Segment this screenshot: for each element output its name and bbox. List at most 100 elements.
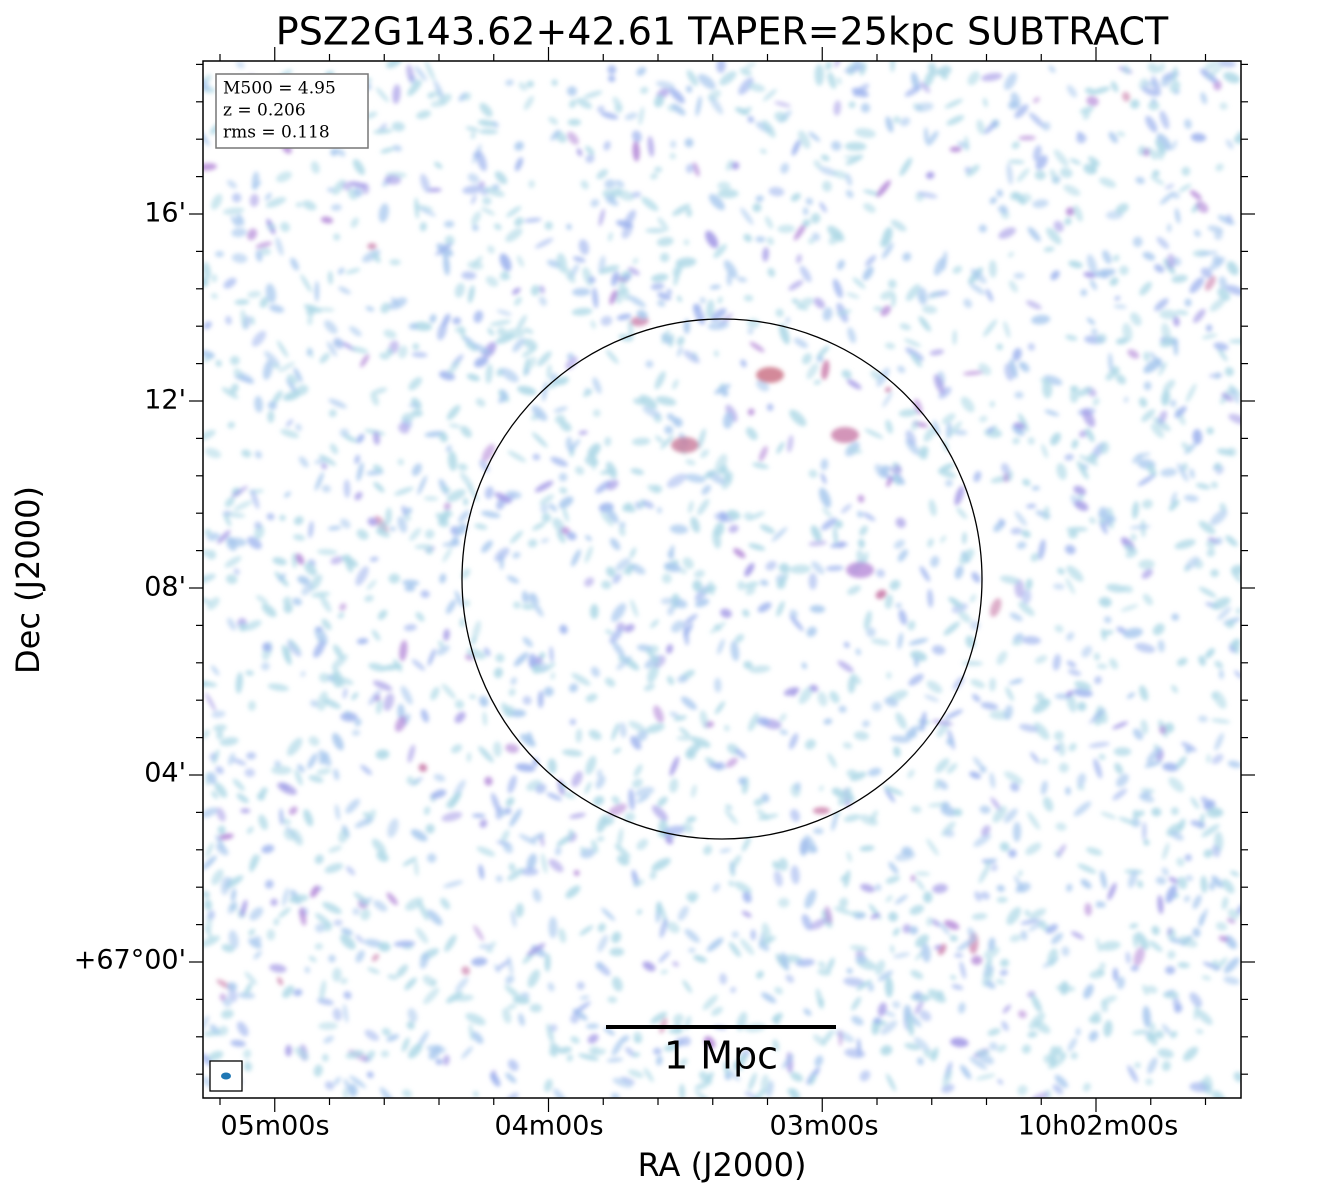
emission-blob — [890, 944, 895, 954]
emission-blob — [528, 179, 535, 189]
emission-blob — [989, 1042, 998, 1051]
emission-blob — [745, 427, 758, 441]
emission-blob — [254, 395, 263, 413]
emission-blob — [911, 419, 919, 431]
emission-blob — [821, 517, 838, 531]
emission-blob — [1175, 756, 1187, 769]
x-tick-label: 03m00s — [769, 1111, 878, 1142]
emission-blob — [412, 321, 433, 331]
emission-blob — [1170, 491, 1177, 504]
emission-blob — [971, 955, 983, 966]
emission-blob — [690, 516, 700, 533]
emission-blob — [513, 601, 521, 609]
emission-blob — [1119, 265, 1129, 276]
emission-blob — [320, 216, 334, 224]
emission-blob — [318, 752, 330, 765]
emission-blob — [1227, 760, 1241, 769]
emission-blob — [672, 263, 684, 277]
emission-blob — [1094, 268, 1116, 278]
emission-blob — [316, 768, 332, 775]
emission-blob — [785, 316, 791, 324]
emission-blob — [608, 803, 627, 816]
emission-blob — [380, 1050, 390, 1058]
emission-blob — [214, 782, 228, 798]
emission-blob — [633, 1031, 643, 1044]
emission-blob — [813, 159, 822, 169]
emission-blob — [600, 111, 619, 120]
emission-blob — [714, 701, 725, 715]
emission-blob — [308, 775, 324, 783]
emission-blob — [398, 423, 410, 434]
emission-blob — [683, 613, 698, 625]
emission-blob — [666, 473, 687, 488]
emission-blob — [240, 808, 251, 814]
emission-blob — [819, 785, 824, 792]
emission-blob — [863, 203, 876, 213]
emission-blob — [843, 66, 864, 73]
emission-blob — [506, 575, 520, 584]
emission-blob — [848, 101, 856, 109]
emission-blob — [1214, 660, 1224, 669]
emission-blob — [847, 446, 863, 454]
emission-blob — [284, 491, 291, 498]
emission-blob — [605, 349, 619, 364]
emission-blob — [808, 131, 821, 142]
emission-blob — [1134, 1062, 1141, 1069]
emission-blob — [862, 720, 870, 728]
y-axis-label: Dec (J2000) — [9, 486, 47, 674]
emission-blob — [874, 883, 882, 892]
emission-blob — [478, 129, 499, 135]
emission-blob — [817, 691, 828, 707]
emission-blob — [859, 845, 875, 852]
emission-blob — [999, 575, 1020, 585]
emission-blob — [743, 233, 753, 243]
emission-blob — [1208, 373, 1223, 378]
emission-blob — [981, 72, 1003, 82]
emission-blob — [1162, 762, 1179, 772]
emission-blob — [692, 162, 700, 177]
emission-blob — [569, 813, 586, 819]
emission-blob — [1014, 511, 1027, 527]
emission-blob — [1130, 965, 1139, 972]
emission-blob — [285, 418, 294, 427]
emission-blob — [328, 845, 343, 853]
emission-blob — [336, 148, 346, 157]
emission-blob — [938, 386, 952, 399]
emission-blob — [373, 129, 393, 134]
emission-blob — [1157, 1048, 1174, 1059]
emission-blob — [499, 270, 509, 281]
emission-blob — [544, 953, 551, 972]
emission-blob — [444, 934, 457, 952]
emission-blob — [1067, 669, 1082, 676]
emission-blob — [1173, 316, 1180, 327]
emission-blob — [682, 557, 694, 569]
emission-blob — [244, 620, 262, 631]
emission-blob — [841, 369, 852, 379]
emission-blob — [631, 437, 651, 446]
emission-blob — [1227, 908, 1239, 920]
emission-blob — [307, 315, 313, 326]
emission-blob — [669, 153, 676, 160]
emission-blob — [1015, 886, 1023, 893]
emission-blob — [725, 404, 738, 422]
emission-blob — [850, 771, 867, 781]
emission-blob — [744, 562, 755, 577]
emission-blob — [537, 351, 552, 367]
emission-blob — [1007, 470, 1014, 482]
emission-blob — [583, 90, 603, 99]
emission-blob — [888, 861, 899, 875]
emission-blob — [211, 790, 219, 799]
emission-blob — [389, 259, 401, 266]
emission-blob — [550, 672, 556, 680]
emission-blob — [1043, 796, 1054, 812]
emission-blob — [628, 295, 646, 308]
emission-blob — [867, 982, 875, 992]
emission-blob — [530, 832, 545, 842]
emission-blob — [928, 802, 946, 808]
emission-blob — [420, 709, 429, 723]
emission-blob — [645, 723, 665, 734]
emission-blob — [478, 746, 494, 763]
emission-blob — [504, 984, 522, 1000]
emission-blob — [314, 472, 324, 491]
emission-blob — [632, 140, 640, 162]
